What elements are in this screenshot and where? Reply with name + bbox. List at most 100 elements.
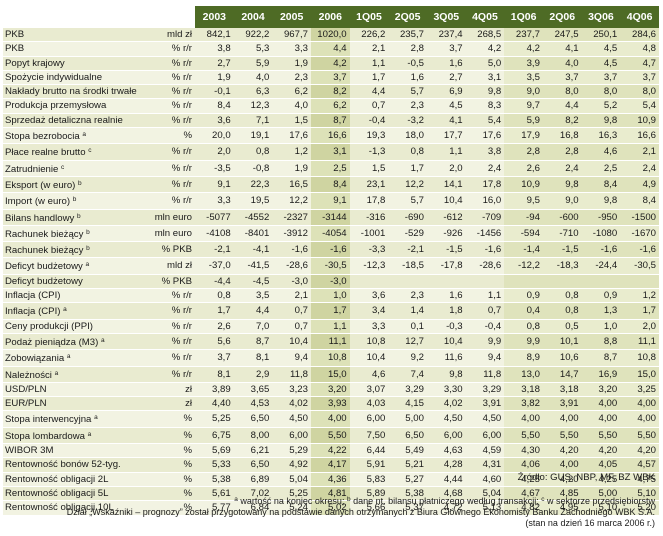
table-cell: 1,9 xyxy=(272,160,311,177)
table-cell: 2,4 xyxy=(620,160,659,177)
table-cell: 4,40 xyxy=(195,396,234,412)
table-cell: 4,59 xyxy=(465,443,505,459)
table-cell: -1,5 xyxy=(426,241,466,259)
row-label-text: Rentowność obligacji 2L xyxy=(5,473,109,485)
row-unit: % xyxy=(141,500,196,516)
row-unit: % r/r xyxy=(141,70,196,86)
row-label-footnote-marker: a xyxy=(85,261,90,269)
table-cell: 16,9 xyxy=(581,366,621,383)
row-label-text: Rachunek bieżący xyxy=(5,228,84,240)
table-cell: 4,81 xyxy=(310,486,350,502)
table-cell: 3,7 xyxy=(620,70,659,86)
row-label: Import (w euro) b xyxy=(3,192,142,210)
table-cell: 2,0 xyxy=(195,143,234,161)
table-cell: 11,6 xyxy=(426,349,466,367)
table-cell: 10,1 xyxy=(542,333,582,351)
table-cell: 5,6 xyxy=(195,333,234,351)
column-header: 2Q06 xyxy=(542,6,582,28)
footnote-line: (stan na dzień 16 marca 2006 r.) xyxy=(525,518,655,528)
table-row: Deficyt budżetowy a mld zł -37,0 -41,5 -28,6… xyxy=(3,257,659,275)
table-cell: -316 xyxy=(349,209,389,226)
row-label-text: Popyt krajowy xyxy=(5,57,65,69)
table-cell: 2,5 xyxy=(581,160,621,177)
table-row: Rentowność bonów 52-tyg.% 5,33 6,50 4,92 4,1… xyxy=(3,457,659,473)
row-label-text: USD/PLN xyxy=(5,383,47,395)
table-cell: 16,0 xyxy=(465,192,505,210)
table-cell: 11,8 xyxy=(465,366,505,383)
row-label: Sprzedaż detaliczna realnie xyxy=(3,113,142,129)
table-cell: -4108 xyxy=(195,225,234,243)
table-cell: 4,63 xyxy=(426,443,466,459)
table-cell: 235,7 xyxy=(388,28,427,43)
row-label-text: Rachunek bieżący xyxy=(5,245,84,257)
row-label: Deficyt budżetowy a xyxy=(3,257,142,275)
row-label-text: Produkcja przemysłowa xyxy=(5,100,107,112)
table-cell: 247,5 xyxy=(542,28,582,43)
table-cell xyxy=(504,274,543,290)
row-unit: % xyxy=(141,443,196,459)
table-cell: 5,10 xyxy=(581,500,621,516)
table-cell: 16,6 xyxy=(310,127,350,145)
row-label-text: Stopa bezrobocia xyxy=(5,131,80,143)
table-cell: 237,7 xyxy=(504,28,543,43)
table-cell: 2,6 xyxy=(504,160,543,177)
table-cell: 2,5 xyxy=(310,160,350,177)
table-cell: 4,20 xyxy=(620,443,659,459)
table-cell: 0,9 xyxy=(581,288,621,304)
table-cell: -28,6 xyxy=(272,257,311,275)
table-cell: 4,05 xyxy=(581,457,621,473)
table-cell: 4,53 xyxy=(233,396,273,412)
table-cell: 3,25 xyxy=(620,382,659,398)
table-cell: 9,2 xyxy=(388,349,427,367)
row-unit: % r/r xyxy=(141,333,196,351)
row-label: Spożycie indywidualne xyxy=(3,70,142,86)
table-cell: -30,5 xyxy=(620,257,659,275)
footnote-line: Dział „Wskaźniki – prognozy” został przy… xyxy=(66,507,655,517)
table-cell: 5,00 xyxy=(581,486,621,502)
table-cell: 5,33 xyxy=(195,457,234,473)
row-label: Produkcja przemysłowa xyxy=(3,98,142,114)
table-cell: -4,5 xyxy=(233,274,273,290)
table-cell: 3,4 xyxy=(349,302,389,320)
table-cell: 4,0 xyxy=(272,98,311,114)
row-label: PKB xyxy=(3,28,142,43)
table-cell: 4,4 xyxy=(233,302,273,320)
column-header: 3Q06 xyxy=(581,6,621,28)
row-label-footnote-marker: a xyxy=(94,414,98,422)
table-cell: -0,1 xyxy=(195,84,234,100)
table-cell: 3,20 xyxy=(581,382,621,398)
table-cell: 10,4 xyxy=(272,333,311,351)
table-cell: 0,8 xyxy=(542,302,582,320)
table-cell: 4,00 xyxy=(581,396,621,412)
header-blank xyxy=(141,6,196,28)
table-cell: 4,67 xyxy=(504,486,543,502)
table-row: Deficyt budżetowy% PKB -4,4 -4,5 -3,0 -3,0 xyxy=(3,274,659,290)
table-row: Stopa lombardowa a% 6,75 8,00 6,00 5,50 7,50 6… xyxy=(3,427,659,445)
column-header: 2005 xyxy=(272,6,311,28)
row-label: Nakłady brutto na środki trwałe xyxy=(3,84,142,100)
table-cell: 6,75 xyxy=(195,427,234,445)
table-cell: 4,00 xyxy=(542,457,582,473)
row-unit: % r/r xyxy=(141,319,196,334)
table-cell: -3912 xyxy=(272,225,311,243)
table-cell: 4,92 xyxy=(272,457,311,473)
table-cell: 9,9 xyxy=(504,333,543,351)
table-cell: 4,82 xyxy=(504,500,543,516)
row-unit: % r/r xyxy=(141,288,196,304)
table-cell: 16,5 xyxy=(272,176,311,194)
table-cell: 3,7 xyxy=(581,70,621,86)
table-cell: 2,1 xyxy=(349,41,389,57)
table-cell: 7,1 xyxy=(233,113,273,129)
row-label-footnote-marker: c xyxy=(88,147,92,155)
table-cell: 9,8 xyxy=(465,84,505,100)
table-cell: 3,3 xyxy=(349,319,389,334)
table-cell: 17,7 xyxy=(426,127,466,145)
table-cell: 20,0 xyxy=(195,127,234,145)
table-cell: 2,3 xyxy=(388,288,427,304)
table-cell: 4,0 xyxy=(233,70,273,86)
table-cell: 1020,0 xyxy=(310,28,350,43)
table-cell: 1,6 xyxy=(426,288,466,304)
table-cell: 4,00 xyxy=(504,410,543,428)
row-label-footnote-marker: a xyxy=(82,131,86,139)
table-cell: 5,50 xyxy=(504,427,543,445)
